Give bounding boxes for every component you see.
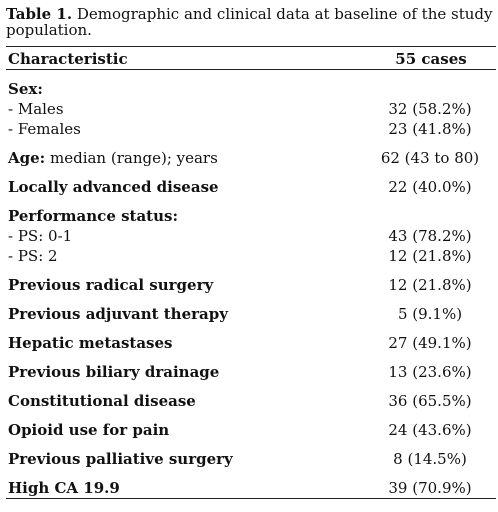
row-value: 39 (70.9%) <box>388 479 472 497</box>
table-header: Characteristic 55 cases <box>6 47 496 70</box>
row-value: 32 (58.2%) <box>388 100 472 118</box>
row-value: 23 (41.8%) <box>388 120 472 138</box>
row-label: Previous palliative surgery <box>8 450 233 468</box>
row-label: High CA 19.9 <box>8 479 120 497</box>
row-value: 8 (14.5%) <box>393 450 467 468</box>
table-row: Previous palliative surgery 8 (14.5%) <box>6 449 496 469</box>
row-label-bold: Age: <box>8 149 46 167</box>
row-label: Sex: <box>8 80 43 98</box>
row-value: 62 (43 to 80) <box>380 149 480 167</box>
table-row: Age: median (range); years 62 (43 to 80) <box>6 148 496 168</box>
row-value: 13 (23.6%) <box>388 363 472 381</box>
row-label: - Males <box>8 100 64 118</box>
table-row: - PS: 0-1 43 (78.2%) <box>6 226 496 246</box>
table-row: Previous biliary drainage 13 (23.6%) <box>6 362 496 382</box>
row-label: Previous biliary drainage <box>8 363 220 381</box>
row-label: Previous radical surgery <box>8 276 214 294</box>
row-label: Locally advanced disease <box>8 178 219 196</box>
table-row: - Females 23 (41.8%) <box>6 119 496 139</box>
row-value: 36 (65.5%) <box>388 392 472 410</box>
row-label: Constitutional disease <box>8 392 196 410</box>
table-row: - PS: 2 12 (21.8%) <box>6 246 496 266</box>
row-label: Opioid use for pain <box>8 421 170 439</box>
row-value: 43 (78.2%) <box>388 227 472 245</box>
row-label: Previous adjuvant therapy <box>8 305 228 323</box>
table-row: Previous radical surgery 12 (21.8%) <box>6 275 496 295</box>
row-value: 5 (9.1%) <box>397 305 463 323</box>
row-value: 12 (21.8%) <box>388 276 472 294</box>
table-row: Opioid use for pain 24 (43.6%) <box>6 420 496 440</box>
table-row: Hepatic metastases 27 (49.1%) <box>6 333 496 353</box>
row-label: Hepatic metastases <box>8 334 173 352</box>
table-row: Sex: <box>6 79 496 99</box>
table-row: Performance status: <box>6 206 496 226</box>
row-value: 27 (49.1%) <box>388 334 472 352</box>
baseline-data-table: Characteristic 55 cases Sex: - Males 32 … <box>6 46 496 499</box>
caption-text: Demographic and clinical data at baselin… <box>6 5 493 39</box>
row-label: - PS: 0-1 <box>8 227 73 245</box>
row-value: 12 (21.8%) <box>388 247 472 265</box>
row-label-rest: median (range); years <box>45 149 218 167</box>
header-characteristic: Characteristic <box>8 50 128 68</box>
table-row: Locally advanced disease 22 (40.0%) <box>6 177 496 197</box>
table-row: - Males 32 (58.2%) <box>6 99 496 119</box>
row-label: Age: median (range); years <box>8 148 218 168</box>
header-cases: 55 cases <box>395 50 467 68</box>
table-row: Previous adjuvant therapy 5 (9.1%) <box>6 304 496 324</box>
table-row: Constitutional disease 36 (65.5%) <box>6 391 496 411</box>
table-caption: Table 1. Demographic and clinical data a… <box>6 6 494 38</box>
row-label: - Females <box>8 120 81 138</box>
row-label: Performance status: <box>8 207 178 225</box>
caption-label: Table 1. <box>6 5 73 23</box>
row-value: 22 (40.0%) <box>388 178 472 196</box>
row-value: 24 (43.6%) <box>388 421 472 439</box>
table-row: High CA 19.9 39 (70.9%) <box>6 478 496 498</box>
row-label: - PS: 2 <box>8 247 58 265</box>
